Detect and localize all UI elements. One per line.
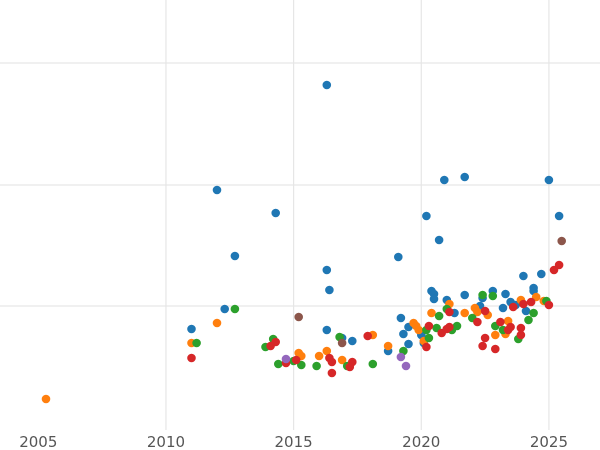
data-point [452, 321, 462, 331]
data-point [404, 339, 413, 349]
data-point [363, 331, 373, 341]
x-tick-label: 2015 [275, 433, 313, 450]
data-point [368, 359, 378, 369]
data-point [429, 294, 439, 304]
data-point [322, 346, 332, 356]
data-point [325, 285, 334, 295]
data-point [327, 357, 337, 367]
data-point [478, 290, 487, 300]
data-point [337, 355, 347, 365]
data-point [526, 297, 536, 307]
data-point [212, 318, 222, 328]
data-point [187, 324, 196, 334]
data-point [508, 302, 518, 312]
data-point [434, 235, 444, 245]
x-axis-tick-labels: 2005 2010 2015 2020 2025 [19, 433, 568, 450]
x-tick-label: 2025 [530, 433, 568, 450]
x-tick-label: 2005 [19, 433, 57, 450]
data-point [440, 175, 449, 185]
data-point [554, 260, 564, 270]
data-point [516, 330, 526, 340]
data-point [291, 355, 301, 365]
data-point [230, 304, 240, 314]
data-point [445, 307, 454, 317]
data-point [544, 175, 554, 185]
data-point [519, 271, 528, 281]
data-point [424, 333, 434, 343]
data-point [230, 251, 240, 261]
data-point [220, 304, 229, 314]
data-point [537, 269, 546, 279]
data-point [529, 308, 538, 318]
data-point [281, 354, 291, 364]
data-point [460, 172, 470, 182]
data-points [41, 80, 566, 404]
data-point [314, 351, 324, 361]
data-point [401, 361, 411, 371]
data-point [480, 333, 490, 343]
data-point [422, 342, 431, 352]
data-point [274, 359, 283, 369]
data-point [348, 336, 357, 346]
data-point [322, 80, 332, 90]
data-point [460, 308, 470, 318]
data-point [192, 338, 201, 348]
data-point [554, 211, 564, 221]
data-point [427, 308, 436, 318]
data-point [337, 338, 347, 348]
data-point [41, 394, 51, 404]
data-point [322, 265, 332, 275]
data-point [312, 361, 321, 371]
data-point [394, 252, 403, 262]
data-point [544, 300, 554, 310]
data-point [424, 321, 434, 331]
data-point [524, 315, 533, 325]
data-point [187, 353, 196, 363]
data-point [488, 291, 498, 301]
data-point [345, 362, 355, 372]
data-point [383, 341, 393, 351]
data-point [557, 236, 566, 246]
data-point [396, 313, 406, 323]
data-point [294, 312, 304, 322]
data-point [516, 323, 526, 333]
data-point [327, 368, 337, 378]
data-point [506, 322, 515, 332]
data-point [478, 341, 487, 351]
data-point [496, 317, 505, 327]
data-point [399, 329, 408, 339]
data-point [491, 330, 500, 340]
data-point [445, 322, 454, 332]
data-point [422, 211, 431, 221]
data-point [491, 344, 500, 354]
data-point [473, 307, 482, 317]
x-tick-label: 2020 [402, 433, 440, 450]
gridlines [0, 0, 600, 430]
data-point [434, 311, 444, 321]
data-point [498, 303, 508, 313]
data-point [519, 299, 528, 309]
data-point [473, 317, 482, 327]
data-point [271, 337, 281, 347]
data-point [396, 352, 406, 362]
data-point [501, 289, 510, 299]
data-point [460, 290, 470, 300]
data-point [322, 325, 332, 335]
data-point [212, 185, 222, 195]
data-point [521, 306, 531, 316]
data-point [414, 325, 424, 335]
data-point [271, 208, 281, 218]
x-tick-label: 2010 [147, 433, 185, 450]
data-point [480, 306, 490, 316]
